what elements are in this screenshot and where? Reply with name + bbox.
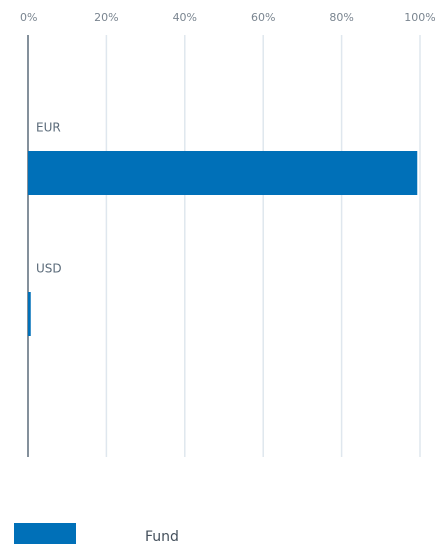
legend-label: Fund (145, 529, 179, 544)
category-label: USD (36, 262, 62, 276)
legend-swatch (14, 523, 76, 544)
x-tick-label: 20% (94, 11, 118, 24)
x-tick-label: 80% (329, 11, 353, 24)
category-label: EUR (36, 121, 61, 135)
x-tick-label: 100% (404, 11, 435, 24)
x-tick-label: 60% (251, 11, 275, 24)
x-tick-label: 0% (20, 11, 37, 24)
bar (28, 151, 418, 195)
bar (28, 292, 31, 336)
x-tick-label: 40% (173, 11, 197, 24)
